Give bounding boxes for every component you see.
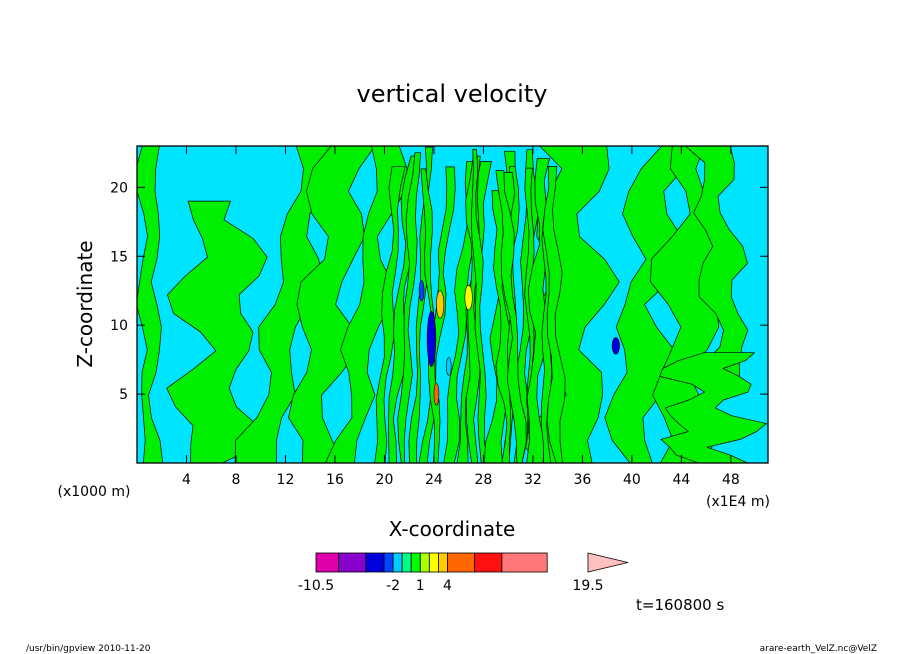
time-label: t=160800 s xyxy=(636,596,724,614)
y-tick-label: 15 xyxy=(110,249,128,265)
colorbar-extend-arrow xyxy=(587,552,629,573)
colorbar-segment xyxy=(474,552,503,573)
velocity-extreme xyxy=(426,311,437,367)
x-tick-label: 20 xyxy=(376,472,394,488)
colorbar-tick-label: 4 xyxy=(443,578,452,594)
updraft-filament xyxy=(374,166,406,463)
y-axis-ticks: 5 10 15 20 xyxy=(110,180,768,403)
x-tick-label: 16 xyxy=(326,472,344,488)
velocity-extreme xyxy=(436,290,445,319)
x-tick-label: 8 xyxy=(232,472,241,488)
footer-left: /usr/bin/gpview 2010-11-20 xyxy=(26,644,151,654)
updraft-region xyxy=(659,352,767,463)
x-units-right: (x1E4 m) xyxy=(706,494,770,510)
velocity-extreme xyxy=(418,280,425,302)
x-tick-label: 24 xyxy=(425,472,443,488)
colorbar-tick-label: 19.5 xyxy=(572,578,603,594)
updraft-filament xyxy=(495,170,527,463)
colorbar-segment xyxy=(365,552,385,573)
colorbar-segment xyxy=(410,552,421,573)
x-tick-label: 28 xyxy=(475,472,493,488)
updraft-region xyxy=(325,146,408,463)
updraft-region xyxy=(137,146,164,463)
updraft-filament xyxy=(408,146,433,463)
plot-frame xyxy=(136,145,769,464)
y-axis-label: Z-coordinate xyxy=(73,240,97,367)
colorbar-segment xyxy=(338,552,367,573)
velocity-field xyxy=(137,146,767,463)
velocity-extremes xyxy=(418,280,620,406)
colorbar-segment xyxy=(447,552,476,573)
updraft-filament xyxy=(397,152,421,463)
x-tick-label: 32 xyxy=(524,472,542,488)
updraft-region xyxy=(684,146,749,381)
x-axis-label: X-coordinate xyxy=(389,517,516,541)
updraft-region xyxy=(288,146,376,463)
colorbar-tick-label: 1 xyxy=(416,578,425,594)
updraft-filament xyxy=(470,149,488,463)
x-tick-label: 48 xyxy=(722,472,740,488)
y-tick-label: 10 xyxy=(110,318,128,334)
updraft-region xyxy=(166,200,268,463)
x-tick-label: 40 xyxy=(623,472,641,488)
colorbar-segment xyxy=(383,552,394,573)
velocity-extreme xyxy=(446,357,452,376)
velocity-extreme xyxy=(611,337,620,355)
colorbar-segment xyxy=(392,552,403,573)
x-tick-label: 12 xyxy=(277,472,295,488)
colorbar-segment xyxy=(501,552,548,573)
colorbar-segment xyxy=(428,552,439,573)
updraft-filament xyxy=(542,166,566,463)
colorbar-tick-label: -2 xyxy=(386,578,400,594)
colorbar-segment xyxy=(315,552,340,573)
colorbar xyxy=(315,552,629,573)
chart-title: vertical velocity xyxy=(357,80,548,108)
y-tick-label: 20 xyxy=(110,180,128,196)
updraft-region xyxy=(234,146,343,463)
footer-right: arare-earth_VelZ.nc@VelZ xyxy=(760,644,877,654)
y-tick-label: 5 xyxy=(119,387,128,403)
x-tick-label: 44 xyxy=(672,472,690,488)
colorbar-segment xyxy=(437,552,448,573)
colorbar-segment xyxy=(401,552,412,573)
x-tick-label: 36 xyxy=(573,472,591,488)
velocity-extreme xyxy=(464,284,473,311)
x-axis-ticks: 4 8 12 16 20 24 28 32 36 40 44 48 xyxy=(182,146,740,488)
colorbar-tick-labels: -10.5 -2 1 4 19.5 xyxy=(298,578,604,594)
colorbar-tick-label: -10.5 xyxy=(298,578,334,594)
velocity-extreme xyxy=(433,382,440,406)
colorbar-segment xyxy=(419,552,430,573)
x-tick-label: 4 xyxy=(182,472,191,488)
x-units-left: (x1000 m) xyxy=(58,484,131,500)
